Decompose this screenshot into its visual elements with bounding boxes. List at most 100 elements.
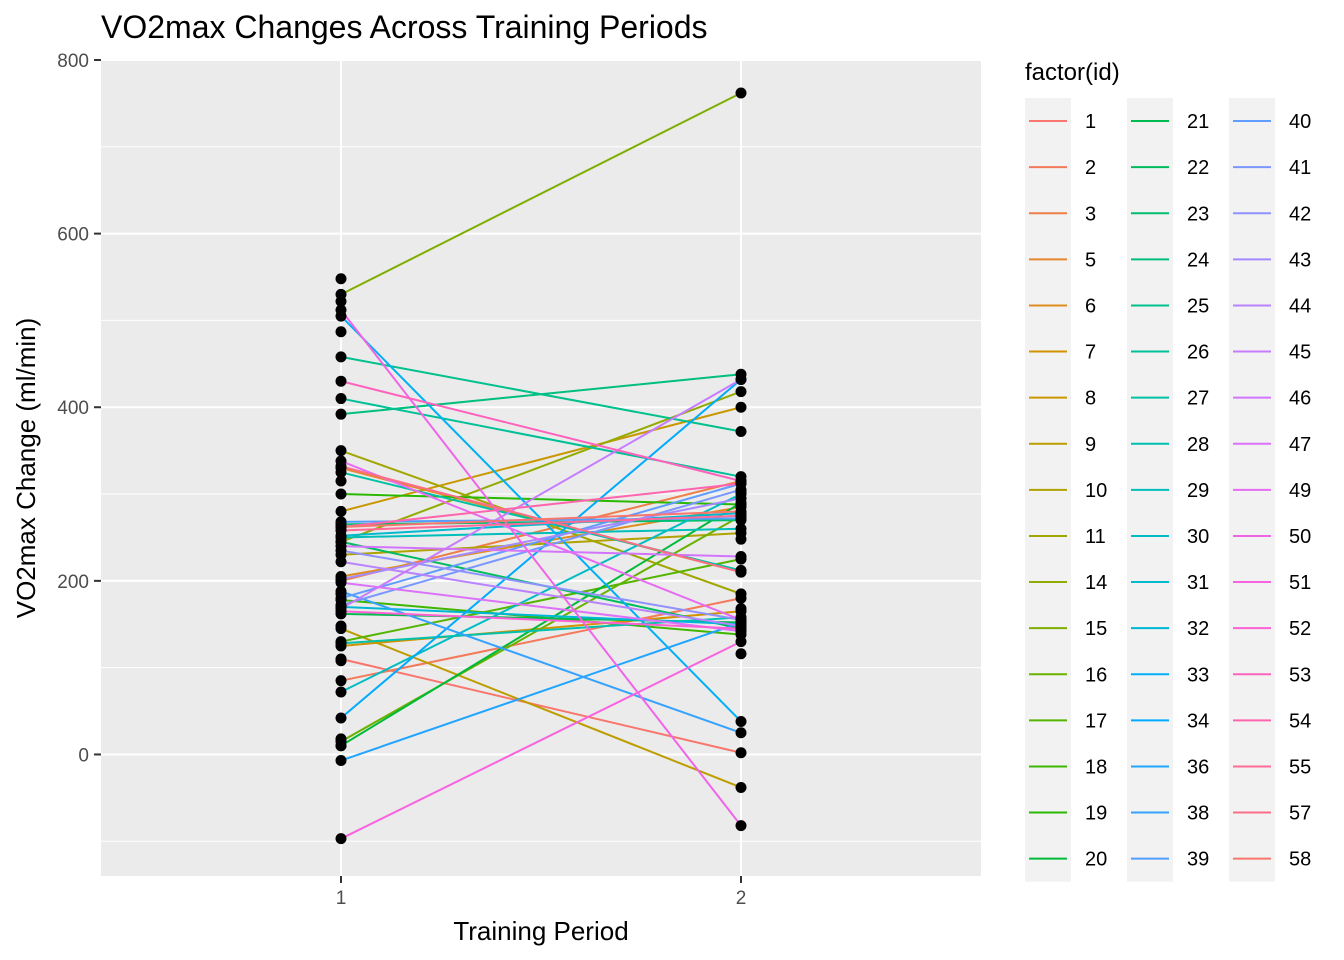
data-point-8 [335,505,347,517]
series-line-8 [340,406,742,513]
legend-label-23: 23 [1187,203,1209,225]
series-line-17 [340,558,742,643]
legend-label-44: 44 [1289,295,1311,317]
legend-label-10: 10 [1085,480,1107,502]
data-point-1 [735,747,747,759]
data-point-51 [335,833,347,845]
legend-label-27: 27 [1187,388,1209,410]
data-point-34 [335,712,347,724]
legend-label-2: 2 [1085,157,1096,179]
series-line-44 [340,560,742,627]
series-line-32 [340,605,742,626]
data-point [335,273,347,285]
legend-label-50: 50 [1289,526,1311,548]
series-line-52 [340,610,742,630]
y-tick-label: 400 [57,398,89,419]
legend-label-28: 28 [1187,434,1209,456]
data-point [335,295,347,307]
legend-label-1: 1 [1085,111,1096,133]
legend-label-46: 46 [1289,388,1311,410]
y-tick-label: 200 [57,572,89,593]
data-point-44 [335,556,347,568]
data-point-24 [335,408,347,420]
series-line-54 [340,482,742,529]
y-axis-title: VO2max Change (ml/min) [11,318,41,619]
legend-label-6: 6 [1085,295,1096,317]
data-point-57 [735,566,747,578]
legend-label-36: 36 [1187,756,1209,778]
legend-label-54: 54 [1289,710,1311,732]
data-point [335,326,347,338]
data-point-36 [335,755,347,767]
data-point-25 [735,426,747,438]
data-point [335,620,347,632]
data-point-50 [335,304,347,316]
legend-label-25: 25 [1187,295,1209,317]
data-point-15 [735,87,747,99]
data-point-2 [335,675,347,687]
series-line-55 [340,514,742,532]
series-line-34 [340,378,742,719]
legend-label-55: 55 [1289,756,1311,778]
x-tick-label: 2 [736,888,747,909]
series-lines [340,92,742,840]
legend-label-17: 17 [1085,710,1107,732]
legend-label-30: 30 [1187,526,1209,548]
legend-label-19: 19 [1085,803,1107,825]
legend-label-29: 29 [1187,480,1209,502]
data-point-11 [735,588,747,600]
series-line-47 [340,581,742,633]
legend-label-43: 43 [1289,249,1311,271]
series-line-2 [340,597,742,682]
data-point [735,648,747,660]
data-point-25 [335,351,347,363]
data-point [335,655,347,667]
legend-label-49: 49 [1289,480,1311,502]
legend-label-18: 18 [1085,756,1107,778]
x-tick-label: 1 [336,888,347,909]
legend-label-38: 38 [1187,803,1209,825]
data-point-29 [735,523,747,535]
data-point-8 [735,401,747,413]
data-point [335,740,347,752]
data-point-46 [735,551,747,563]
legend-label-15: 15 [1085,618,1107,640]
series-line-36 [340,621,742,762]
legend-label-58: 58 [1289,849,1311,871]
legend-label-3: 3 [1085,203,1096,225]
legend-label-33: 33 [1187,664,1209,686]
series-line-29 [340,527,742,539]
series-line-25 [340,355,742,433]
data-point-58 [335,521,347,533]
data-point [735,533,747,545]
data-point [335,475,347,487]
series-line-45 [340,378,742,610]
legend-label-26: 26 [1187,342,1209,364]
legend-label-53: 53 [1289,664,1311,686]
legend-label-40: 40 [1289,111,1311,133]
y-axis: 0 200 400 600 800 [57,51,101,766]
data-point-19 [335,488,347,500]
series-line-1 [340,658,742,754]
data-point-26 [335,393,347,405]
y-tick-label: 800 [57,51,89,72]
series-line-20 [340,501,742,747]
data-point-58 [735,505,747,517]
legend-label-11: 11 [1085,526,1106,548]
data-point-45 [735,373,747,385]
data-point-14 [735,386,747,398]
y-tick-label: 600 [57,225,89,246]
y-tick-label: 0 [78,745,89,766]
legend-label-22: 22 [1187,157,1209,179]
data-points [335,87,747,845]
legend-label-41: 41 [1289,157,1311,179]
series-line-15 [340,92,742,296]
data-point-53 [335,375,347,387]
data-point [735,603,747,615]
series-line-43 [340,497,742,581]
data-point [735,486,747,498]
data-point-38 [735,727,747,739]
series-line-31 [340,512,742,537]
x-axis-title: Training Period [453,916,628,946]
data-point-51 [735,636,747,648]
